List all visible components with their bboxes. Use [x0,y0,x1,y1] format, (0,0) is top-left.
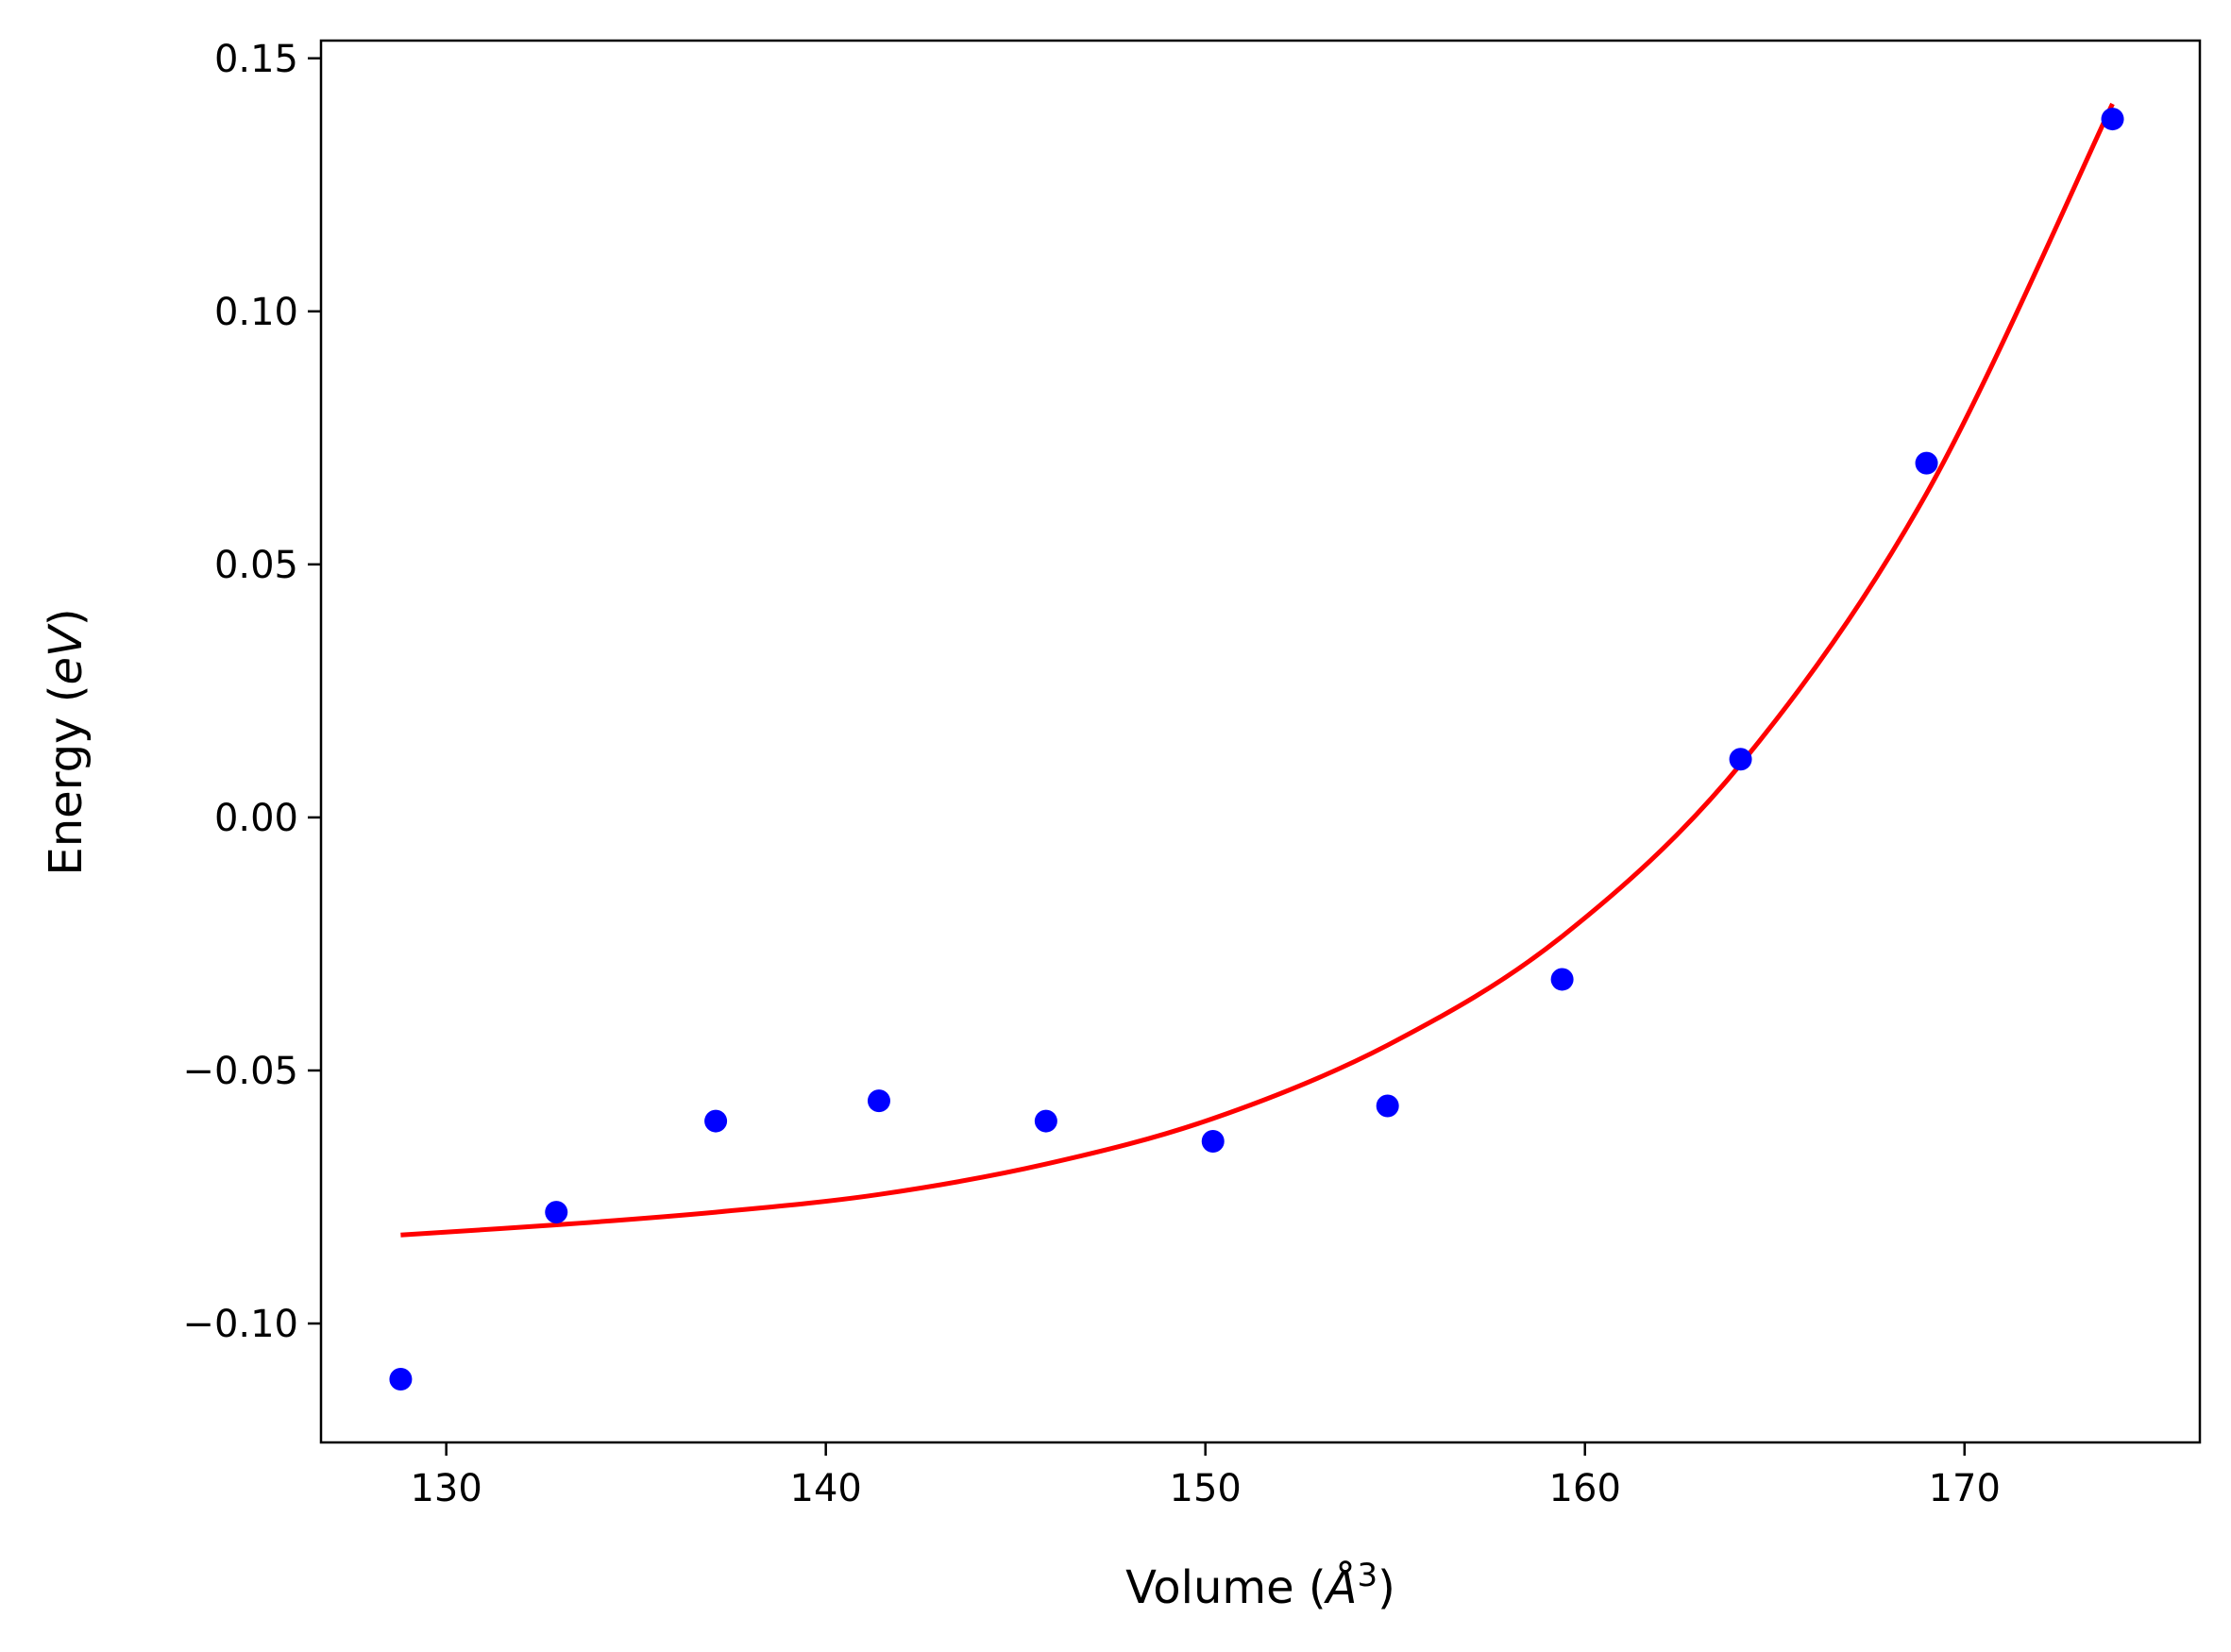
data-point [2101,108,2124,131]
ev-unit: eV [40,623,93,685]
y-tick-label: 0.00 [214,797,298,840]
data-point [1729,748,1752,771]
y-tick-label: −0.10 [182,1303,298,1346]
fit-curve [400,102,2115,1238]
data-point [1376,1094,1399,1118]
x-tick-label: 170 [1929,1467,2001,1510]
y-tick-label: 0.10 [214,291,298,334]
data-point [867,1089,890,1113]
data-point [389,1367,413,1391]
x-axis-label: Volume (Å3) [1125,1557,1395,1614]
x-tick-label: 150 [1170,1467,1242,1510]
plot-area [319,39,2202,1444]
y-tick-label: −0.05 [182,1050,298,1093]
fit-curve-layer [400,102,2115,1238]
angstrom-symbol: Å [1324,1560,1358,1614]
data-points-layer [389,108,2124,1391]
data-point [1915,451,1938,475]
x-tick-label: 140 [790,1467,862,1510]
y-tick-label: 0.15 [214,38,298,81]
x-tick-label: 130 [410,1467,482,1510]
data-point [704,1109,728,1133]
data-point [1550,968,1574,991]
exponent: 3 [1357,1557,1377,1594]
y-axis-ticks: −0.10 −0.05 0.00 0.05 0.10 0.15 [182,38,321,1346]
data-point [1201,1130,1225,1154]
x-axis-ticks: 130 140 150 160 170 [410,1442,2001,1510]
y-tick-label: 0.05 [214,544,298,587]
data-point [1034,1109,1057,1133]
x-tick-label: 160 [1549,1467,1621,1510]
y-axis-label: Energy (eV) [40,608,93,875]
data-point [545,1201,568,1224]
